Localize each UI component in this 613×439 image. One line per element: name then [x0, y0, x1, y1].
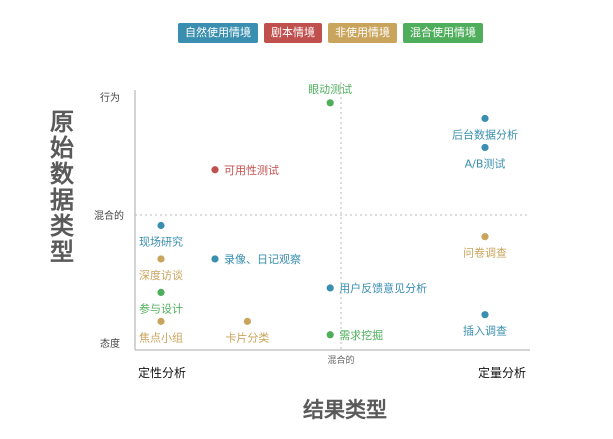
- data-point: [481, 114, 489, 123]
- legend-item-script: 剧本情境: [264, 23, 322, 43]
- x-tick-label-quantitative: 定量分析: [478, 365, 526, 380]
- legend: 自然使用情境 剧本情境 非使用情境 混合使用情境: [178, 23, 489, 43]
- data-point-label: 后台数据分析: [452, 127, 518, 141]
- data-point: [211, 166, 219, 174]
- legend-item-mixed: 混合使用情境: [403, 23, 483, 43]
- data-point: [157, 317, 165, 325]
- y-tick-label-attitude: 态度: [100, 337, 120, 350]
- data-point: [481, 233, 489, 241]
- data-point: [326, 284, 334, 292]
- data-point: [326, 99, 334, 107]
- y-axis-title: 原始数据类型: [50, 108, 75, 266]
- data-point-label: 用户反馈意见分析: [339, 281, 427, 295]
- data-point-label: 需求挖掘: [339, 328, 383, 342]
- data-point-label: 眼动测试: [308, 83, 352, 96]
- x-tick-label-qualitative: 定性分析: [138, 365, 186, 380]
- data-point-label: 参与设计: [139, 301, 183, 315]
- data-point-label: 深度访谈: [139, 268, 183, 282]
- data-point: [243, 317, 251, 325]
- data-point-label: 卡片分类: [225, 330, 269, 344]
- data-point-label: 可用性测试: [224, 163, 279, 177]
- data-point: [157, 221, 165, 230]
- legend-item-natural: 自然使用情境: [178, 23, 258, 43]
- data-point: [326, 331, 334, 339]
- data-point-label: A/B测试: [465, 157, 506, 170]
- data-point: [157, 288, 165, 296]
- x-axis-title: 结果类型: [303, 398, 387, 422]
- data-point-label: 问卷调查: [463, 246, 507, 260]
- data-point-label: 焦点小组: [139, 330, 183, 344]
- data-point: [481, 143, 489, 152]
- y-tick-label-mixed: 混合的: [94, 209, 124, 222]
- data-point-label: 插入调查: [463, 324, 507, 338]
- data-point: [157, 255, 165, 263]
- y-tick-label-behavior: 行为: [100, 91, 120, 104]
- data-point-label: 现场研究: [139, 235, 183, 249]
- legend-item-none: 非使用情境: [328, 23, 397, 43]
- x-tick-label-mixed: 混合的: [327, 354, 354, 366]
- data-point: [481, 311, 489, 319]
- data-point-label: 录像、日记观察: [224, 252, 301, 266]
- data-point: [211, 255, 219, 263]
